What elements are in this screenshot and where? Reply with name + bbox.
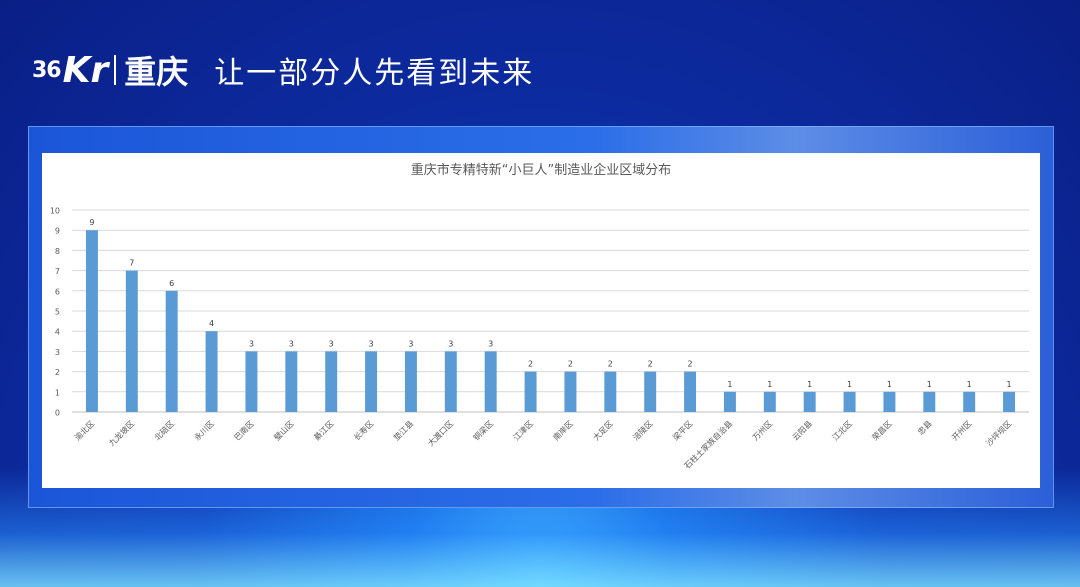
header: 36 Kr 重庆 让一部分人先看到未来 (32, 48, 534, 92)
x-tick-label: 九龙坡区 (107, 418, 137, 448)
data-label: 7 (129, 259, 134, 268)
x-tick-label: 綦江区 (312, 418, 336, 442)
x-tick-label: 江津区 (511, 418, 535, 442)
x-tick-label: 大渡口区 (426, 418, 456, 448)
bar (604, 371, 617, 412)
bar (883, 391, 896, 412)
data-label: 3 (249, 339, 254, 348)
data-label: 1 (847, 380, 852, 389)
bar (484, 351, 497, 412)
y-tick-label: 0 (55, 409, 60, 418)
y-tick-label: 3 (55, 348, 60, 357)
data-label: 2 (648, 360, 653, 369)
data-label: 1 (727, 380, 732, 389)
grid-lines (72, 209, 1029, 413)
data-label: 1 (967, 380, 972, 389)
logo-separator (114, 55, 117, 85)
bar (564, 371, 577, 412)
data-label: 1 (927, 380, 932, 389)
bar-chart: 重庆市专精特新“小巨人”制造业企业区域分布 0 1 2 3 4 5 6 7 8 9 10 9 7 6 4 3… (50, 162, 1029, 471)
y-tick-label: 5 (55, 308, 60, 317)
x-tick-label: 大足区 (591, 418, 615, 442)
x-tick-label: 开州区 (950, 419, 973, 442)
bar (325, 351, 338, 412)
chart-title: 重庆市专精特新“小巨人”制造业企业区域分布 (411, 162, 671, 178)
data-label: 2 (568, 360, 573, 369)
data-label: 3 (369, 339, 374, 348)
data-label: 2 (528, 360, 533, 369)
x-tick-label: 江北区 (831, 419, 854, 442)
y-tick-label: 8 (55, 247, 60, 256)
x-tick-label: 长寿区 (351, 418, 375, 442)
x-tick-label: 璧山区 (272, 418, 296, 442)
x-tick-label: 梁平区 (671, 419, 694, 442)
y-tick-label: 10 (50, 207, 60, 216)
data-label: 3 (329, 339, 334, 348)
x-tick-label: 垫江县 (391, 418, 415, 442)
bar (245, 351, 258, 412)
bar (763, 391, 776, 412)
x-axis-ticks: 渝北区 九龙坡区 北碚区 永川区 巴南区 璧山区 綦江区 长寿区 垫江县 大渡口区 铜梁区 江津区 南岸… (72, 418, 1013, 470)
data-label: 3 (488, 339, 493, 348)
bar (85, 230, 98, 412)
data-label: 3 (448, 339, 453, 348)
bars (85, 230, 1016, 412)
y-tick-label: 6 (55, 287, 60, 296)
y-tick-label: 7 (55, 267, 60, 276)
data-label: 1 (767, 380, 772, 389)
data-label: 4 (209, 319, 214, 328)
logo: 36 Kr 重庆 (32, 47, 188, 93)
y-tick-label: 9 (55, 227, 60, 236)
logo-36: 36 (32, 57, 62, 83)
data-label: 2 (608, 360, 613, 369)
bar (285, 351, 298, 412)
y-tick-label: 4 (55, 328, 60, 337)
bar (205, 331, 218, 412)
data-label: 1 (807, 380, 812, 389)
bar (684, 371, 697, 412)
bar (1003, 391, 1016, 412)
bar (963, 391, 976, 412)
data-label: 3 (408, 339, 413, 348)
data-label: 1 (887, 380, 892, 389)
data-label: 1 (1007, 380, 1012, 389)
bar (644, 371, 657, 412)
x-tick-label: 铜梁区 (471, 418, 495, 442)
x-tick-label: 沙坪坝区 (984, 419, 1013, 448)
bar (843, 391, 856, 412)
slogan: 让一部分人先看到未来 (214, 56, 535, 91)
x-tick-label: 北碚区 (152, 418, 176, 442)
bar (404, 351, 417, 412)
y-axis-ticks: 0 1 2 3 4 5 6 7 8 9 10 (50, 207, 60, 418)
bar (524, 371, 537, 412)
bar (125, 270, 138, 412)
data-label: 9 (89, 218, 94, 227)
x-tick-label: 涪陵区 (631, 418, 655, 442)
x-tick-label: 巴南区 (232, 418, 256, 442)
logo-city: 重庆 (124, 53, 189, 91)
y-tick-label: 2 (55, 368, 60, 377)
bar (365, 351, 378, 412)
x-tick-label: 永川区 (192, 418, 216, 442)
data-label: 2 (688, 360, 693, 369)
data-labels: 9 7 6 4 3 3 3 3 3 3 3 2 2 2 2 2 1 1 1 1 1 1 1 1 (89, 218, 1011, 389)
x-tick-label: 南岸区 (551, 418, 575, 442)
y-tick-label: 1 (55, 388, 60, 397)
data-label: 6 (169, 279, 174, 288)
chart-card: 重庆市专精特新“小巨人”制造业企业区域分布 0 1 2 3 4 5 6 7 8 9 10 9 7 6 4 3… (42, 153, 1040, 488)
x-tick-label: 云阳县 (791, 419, 814, 442)
x-tick-label: 忠县 (916, 419, 934, 437)
data-label: 3 (289, 339, 294, 348)
bar (923, 391, 936, 412)
x-tick-label: 荣昌区 (870, 418, 894, 442)
logo-kr: Kr (62, 49, 109, 91)
bar (165, 290, 178, 412)
bar (444, 351, 457, 412)
bar (803, 391, 816, 412)
x-tick-label: 渝北区 (72, 418, 96, 442)
bar (723, 391, 736, 412)
x-tick-label: 万州区 (751, 419, 774, 442)
